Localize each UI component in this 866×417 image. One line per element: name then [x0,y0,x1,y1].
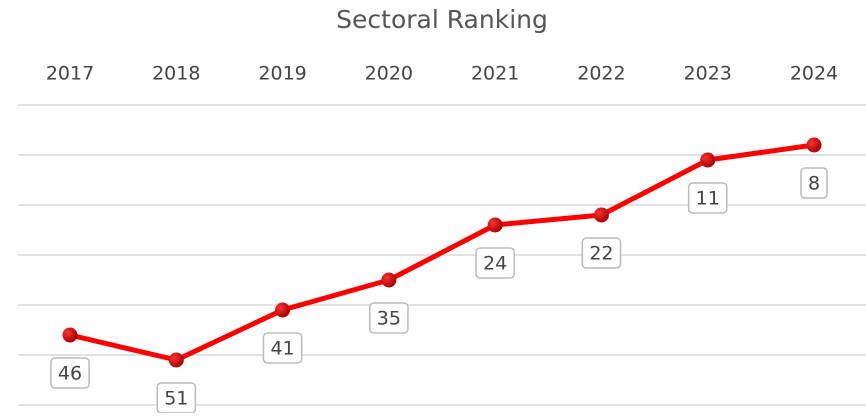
data-label-text: 8 [808,173,820,195]
data-label: 35 [369,302,409,334]
x-tick-label: 2024 [790,63,838,85]
point [275,302,291,318]
data-label: 11 [687,182,728,214]
data-label: 51 [156,382,197,414]
data-label-text: 24 [483,253,507,275]
data-label: 22 [581,237,622,269]
data-label-box [262,332,303,364]
x-tick-label: 2022 [577,63,625,85]
data-label-box [581,237,622,269]
point [806,137,822,153]
data-label-text: 41 [270,338,294,360]
data-label: 41 [262,332,303,364]
data-label-text: 11 [696,188,720,210]
x-tick-label: 2017 [46,63,94,85]
data-label: 24 [475,247,515,279]
data-label: 46 [50,357,90,389]
data-label-box [369,302,409,334]
point [168,352,184,368]
x-tick-label: 2023 [684,63,732,85]
chart-title: Sectoral Ranking [336,5,548,34]
x-tick-label: 2020 [365,63,413,85]
data-label-text: 22 [589,243,613,265]
data-label-box [687,182,728,214]
point [700,152,716,168]
data-label-text: 46 [58,363,82,385]
point [381,272,397,288]
data-label: 8 [800,167,828,199]
point [593,207,609,223]
line [69,142,815,363]
data-label-box [800,167,828,199]
data-label-box [475,247,515,279]
x-tick-label: 2018 [152,63,200,85]
point [487,217,503,233]
x-tick-label: 2021 [471,63,519,85]
data-label-text: 51 [164,388,188,410]
data-label-text: 35 [377,308,401,330]
x-tick-label: 2019 [258,63,306,85]
data-label-box [50,357,90,389]
point [62,327,78,343]
